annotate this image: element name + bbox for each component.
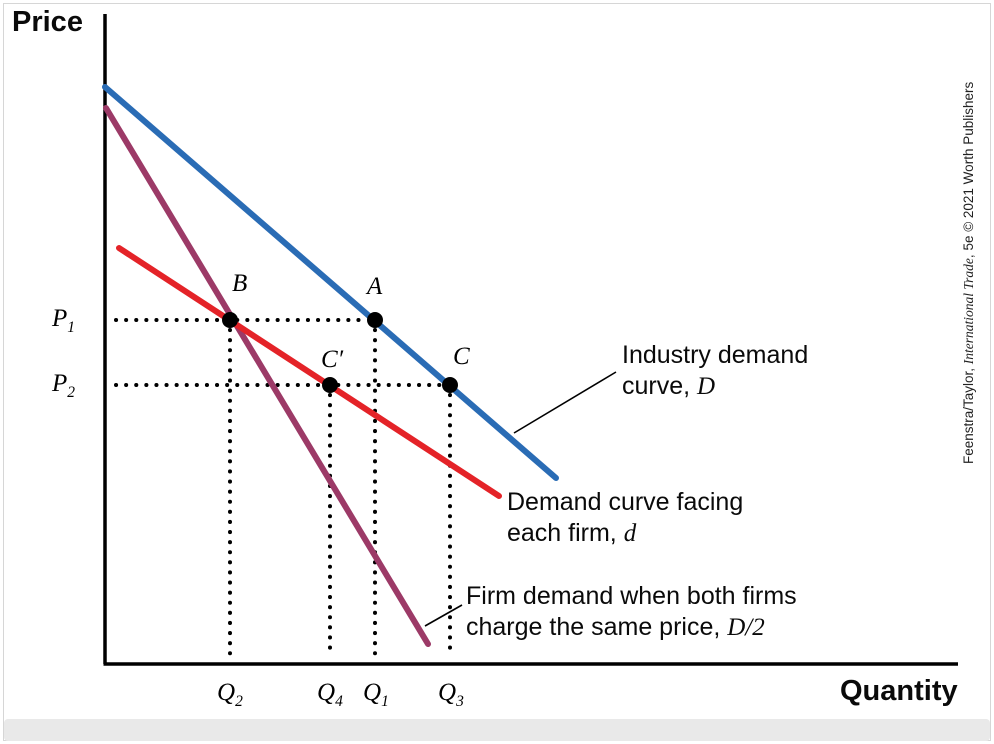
quantity-axis-title: Quantity xyxy=(840,675,958,707)
point-c-label: C xyxy=(453,343,470,370)
industry-annotation-line2: curve, D xyxy=(622,371,808,402)
point-b-label: B xyxy=(232,270,248,297)
price-axis-title: Price xyxy=(12,6,83,38)
firm-annotation-text1: Demand curve facing xyxy=(507,488,744,516)
q1-base: Q xyxy=(363,679,382,706)
industry-annotation-var: D xyxy=(697,373,716,400)
q2-sub: 2 xyxy=(235,693,243,710)
point-a-marker xyxy=(367,312,383,328)
half-demand-curve xyxy=(103,105,431,647)
industry-annotation-text2: curve, xyxy=(622,372,698,400)
industry-demand-annotation: Industry demand curve, D xyxy=(622,340,808,402)
point-c-prime-marker xyxy=(322,377,338,393)
credit-text: Feenstra/Taylor, International Trade, 5e… xyxy=(961,82,977,464)
q4-quantity-label: Q4 xyxy=(317,679,343,711)
q2-base: Q xyxy=(217,679,236,706)
point-c-prime-label: C′ xyxy=(321,346,344,373)
q1-quantity-label: Q1 xyxy=(363,679,389,711)
q4-sub: 4 xyxy=(335,693,343,710)
p1-base: P xyxy=(52,305,68,332)
p1-price-label: P1 xyxy=(52,305,75,337)
credit-suffix: , 5e © 2021 Worth Publishers xyxy=(961,81,976,259)
p1-sub: 1 xyxy=(67,319,76,336)
firm-annotation-text2: each firm, xyxy=(507,519,624,547)
q3-quantity-label: Q3 xyxy=(438,679,464,711)
half-annotation-line1: Firm demand when both firms xyxy=(466,581,797,612)
half-annotation-text2: charge the same price, xyxy=(466,613,728,641)
firm-demand-annotation: Demand curve facing each firm, d xyxy=(507,487,743,549)
q1-sub: 1 xyxy=(381,693,389,710)
point-b-marker xyxy=(222,312,238,328)
point-a-label: A xyxy=(367,273,383,300)
q3-base: Q xyxy=(438,679,457,706)
half-annotation-var: D/2 xyxy=(727,614,765,641)
industry-leader-line xyxy=(513,371,617,434)
industry-annotation-line1: Industry demand xyxy=(622,340,808,371)
half-annotation-text1: Firm demand when both firms xyxy=(466,582,797,610)
industry-annotation-text1: Industry demand xyxy=(622,341,809,369)
credit-book-title: International Trade xyxy=(961,258,976,365)
p2-price-label: P2 xyxy=(52,370,75,402)
half-leader-line xyxy=(424,604,463,627)
firm-annotation-line1: Demand curve facing xyxy=(507,487,743,518)
half-demand-annotation: Firm demand when both firms charge the s… xyxy=(466,581,797,643)
q2-quantity-label: Q2 xyxy=(217,679,243,711)
firm-demand-curve xyxy=(116,245,502,499)
firm-annotation-var: d xyxy=(623,520,637,547)
q3-sub: 3 xyxy=(456,693,464,710)
half-annotation-line2: charge the same price, D/2 xyxy=(466,612,797,643)
industry-demand-curve xyxy=(102,84,559,481)
q4-base: Q xyxy=(317,679,336,706)
point-c-marker xyxy=(442,377,458,393)
credit-prefix: Feenstra/Taylor, xyxy=(961,364,976,464)
p2-base: P xyxy=(52,370,68,397)
p2-sub: 2 xyxy=(67,384,76,401)
firm-annotation-line2: each firm, d xyxy=(507,518,743,549)
bottom-strip xyxy=(4,719,990,741)
dotted-guides xyxy=(114,318,452,658)
